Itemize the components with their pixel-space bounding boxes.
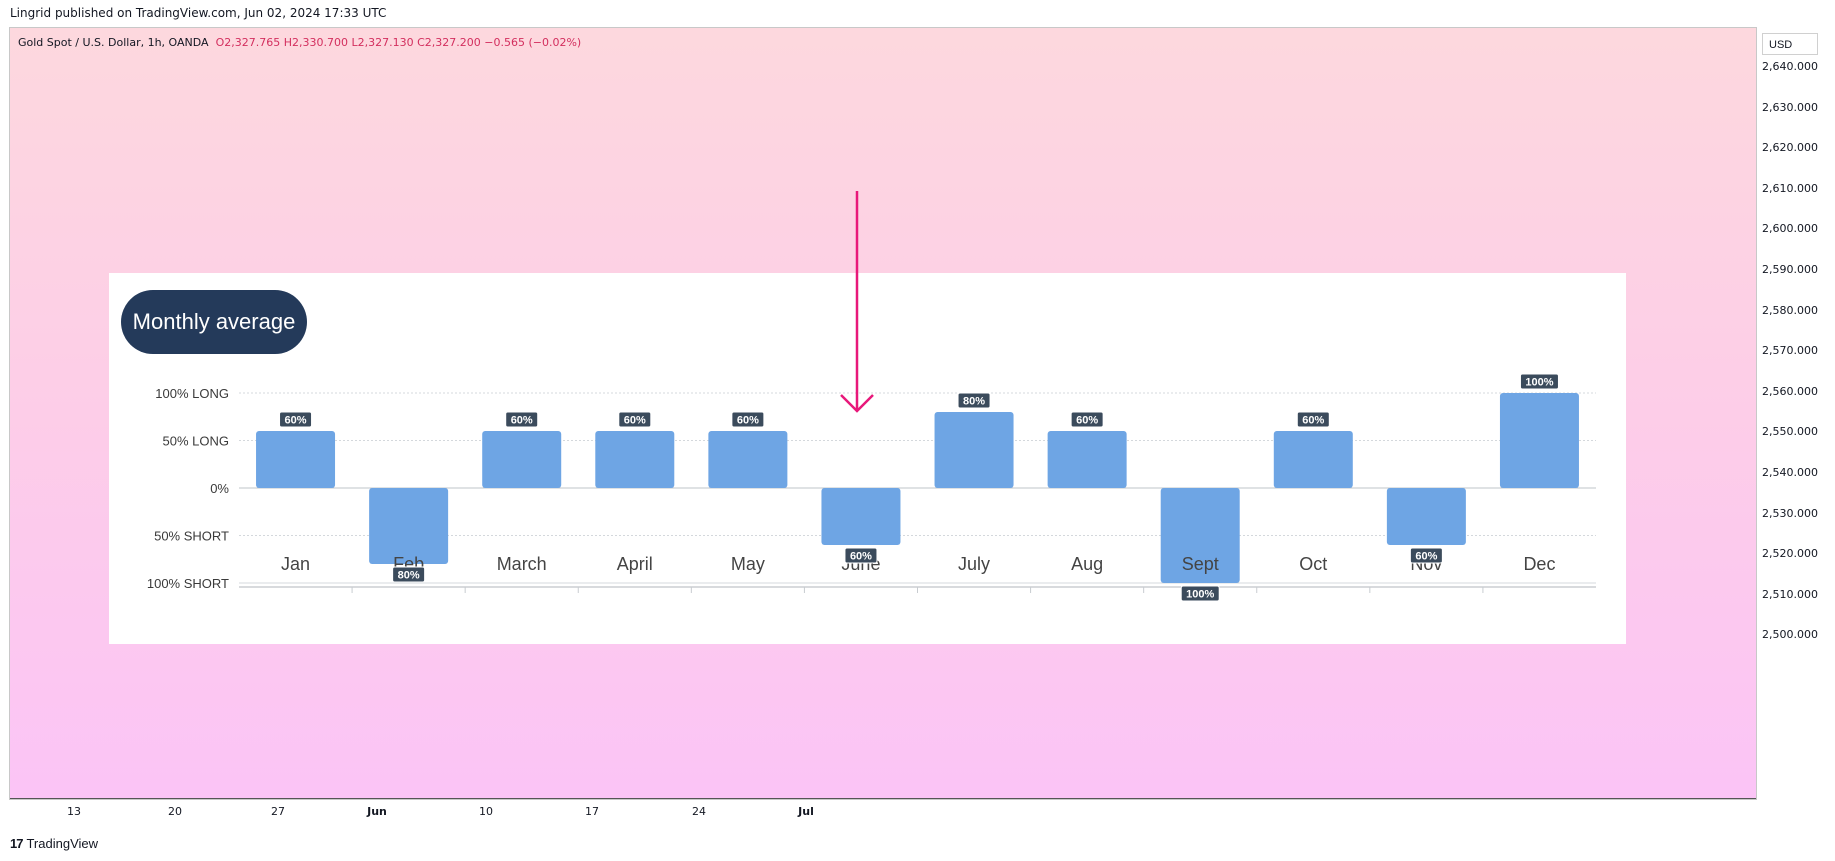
price-axis-line [1756,28,1757,799]
symbol-legend: Gold Spot / U.S. Dollar, 1h, OANDA O2,32… [18,36,581,49]
price-label: 2,560.000 [1762,384,1818,398]
value-badge [505,411,539,428]
value-badge [618,411,652,428]
bar [934,412,1014,488]
price-label: 2,570.000 [1762,344,1818,358]
price-label: 2,610.000 [1762,181,1818,195]
value-label: 60% [285,415,307,427]
y-tick-label: 0% [210,481,229,496]
bar [1273,431,1353,488]
price-label: 2,600.000 [1762,222,1818,236]
panel-title: Monthly average [121,290,307,354]
time-label: 13 [67,805,81,818]
time-label: 24 [692,805,706,818]
price-label: 2,550.000 [1762,425,1818,439]
brand-name: TradingView [26,836,99,851]
price-label: 2,500.000 [1762,628,1818,642]
time-label: Jul [798,805,814,818]
down-arrow-annotation [840,191,874,413]
monthly-bar-chart: 100% LONG 50% LONG 0% 50% SHORT 100% SHORT Ja… [147,373,1596,602]
value-badge [1296,411,1330,428]
value-badge [731,411,765,428]
bar [821,488,901,545]
y-tick-label: 100% LONG [155,386,229,401]
value-badge [1409,547,1443,564]
chart-area[interactable]: Gold Spot / U.S. Dollar, 1h, OANDA O2,32… [9,27,1757,800]
time-label: 20 [168,805,182,818]
category-label: May [731,554,765,574]
value-label: 60% [624,415,646,427]
ohlc-values: O2,327.765 H2,330.700 L2,327.130 C2,327.… [215,36,582,49]
category-label: March [497,554,547,574]
value-label: 60% [1076,415,1098,427]
time-label: Jun [367,805,387,818]
symbol-name: Gold Spot / U.S. Dollar, 1h, OANDA [18,36,209,49]
bar [595,431,675,488]
value-badge [392,566,426,583]
value-label: 60% [1302,415,1324,427]
value-badge [279,411,313,428]
value-badge [957,392,991,409]
value-label: 60% [1415,551,1437,563]
bar [708,431,788,488]
bar [1499,393,1579,488]
monthly-average-panel: Monthly average 100% LONG 50% LONG 0% 50% S… [109,273,1626,644]
price-label: 2,510.000 [1762,587,1818,601]
price-label: 2,630.000 [1762,100,1818,114]
category-label: Jan [281,554,310,574]
y-tick-label: 50% SHORT [154,529,229,544]
footer-brand[interactable]: 17 TradingView [10,836,98,851]
price-label: 2,580.000 [1762,303,1818,317]
time-axis-line [10,798,1756,799]
time-label: 10 [479,805,493,818]
bar [1047,431,1127,488]
value-label: 80% [398,570,420,582]
value-label: 80% [963,396,985,408]
value-label: 60% [850,551,872,563]
value-badge [844,547,878,564]
currency-button[interactable]: USD [1762,33,1818,55]
value-badge [1180,585,1220,602]
category-label: Sept [1182,554,1219,574]
bar [369,488,449,564]
value-label: 100% [1186,589,1214,601]
bar [1160,488,1240,583]
category-label: Aug [1071,554,1103,574]
y-tick-label: 50% LONG [163,434,229,449]
value-label: 60% [737,415,759,427]
bar [482,431,562,488]
time-label: 27 [271,805,285,818]
tradingview-logo-icon: 17 [10,836,24,851]
price-label: 2,620.000 [1762,141,1818,155]
time-label: 17 [585,805,599,818]
category-label: April [617,554,653,574]
bar [256,431,336,488]
category-label: Oct [1299,554,1327,574]
category-label: July [958,554,990,574]
category-label: Dec [1523,554,1555,574]
value-badge [1070,411,1104,428]
price-label: 2,520.000 [1762,547,1818,561]
price-label: 2,530.000 [1762,506,1818,520]
value-label: 60% [511,415,533,427]
price-label: 2,640.000 [1762,60,1818,73]
published-header: Lingrid published on TradingView.com, Ju… [10,6,387,20]
value-badge [1519,373,1559,390]
y-tick-label: 100% SHORT [147,576,229,591]
price-label: 2,540.000 [1762,466,1818,479]
bar [1386,488,1466,545]
price-label: 2,590.000 [1762,263,1818,276]
value-label: 100% [1525,377,1553,389]
